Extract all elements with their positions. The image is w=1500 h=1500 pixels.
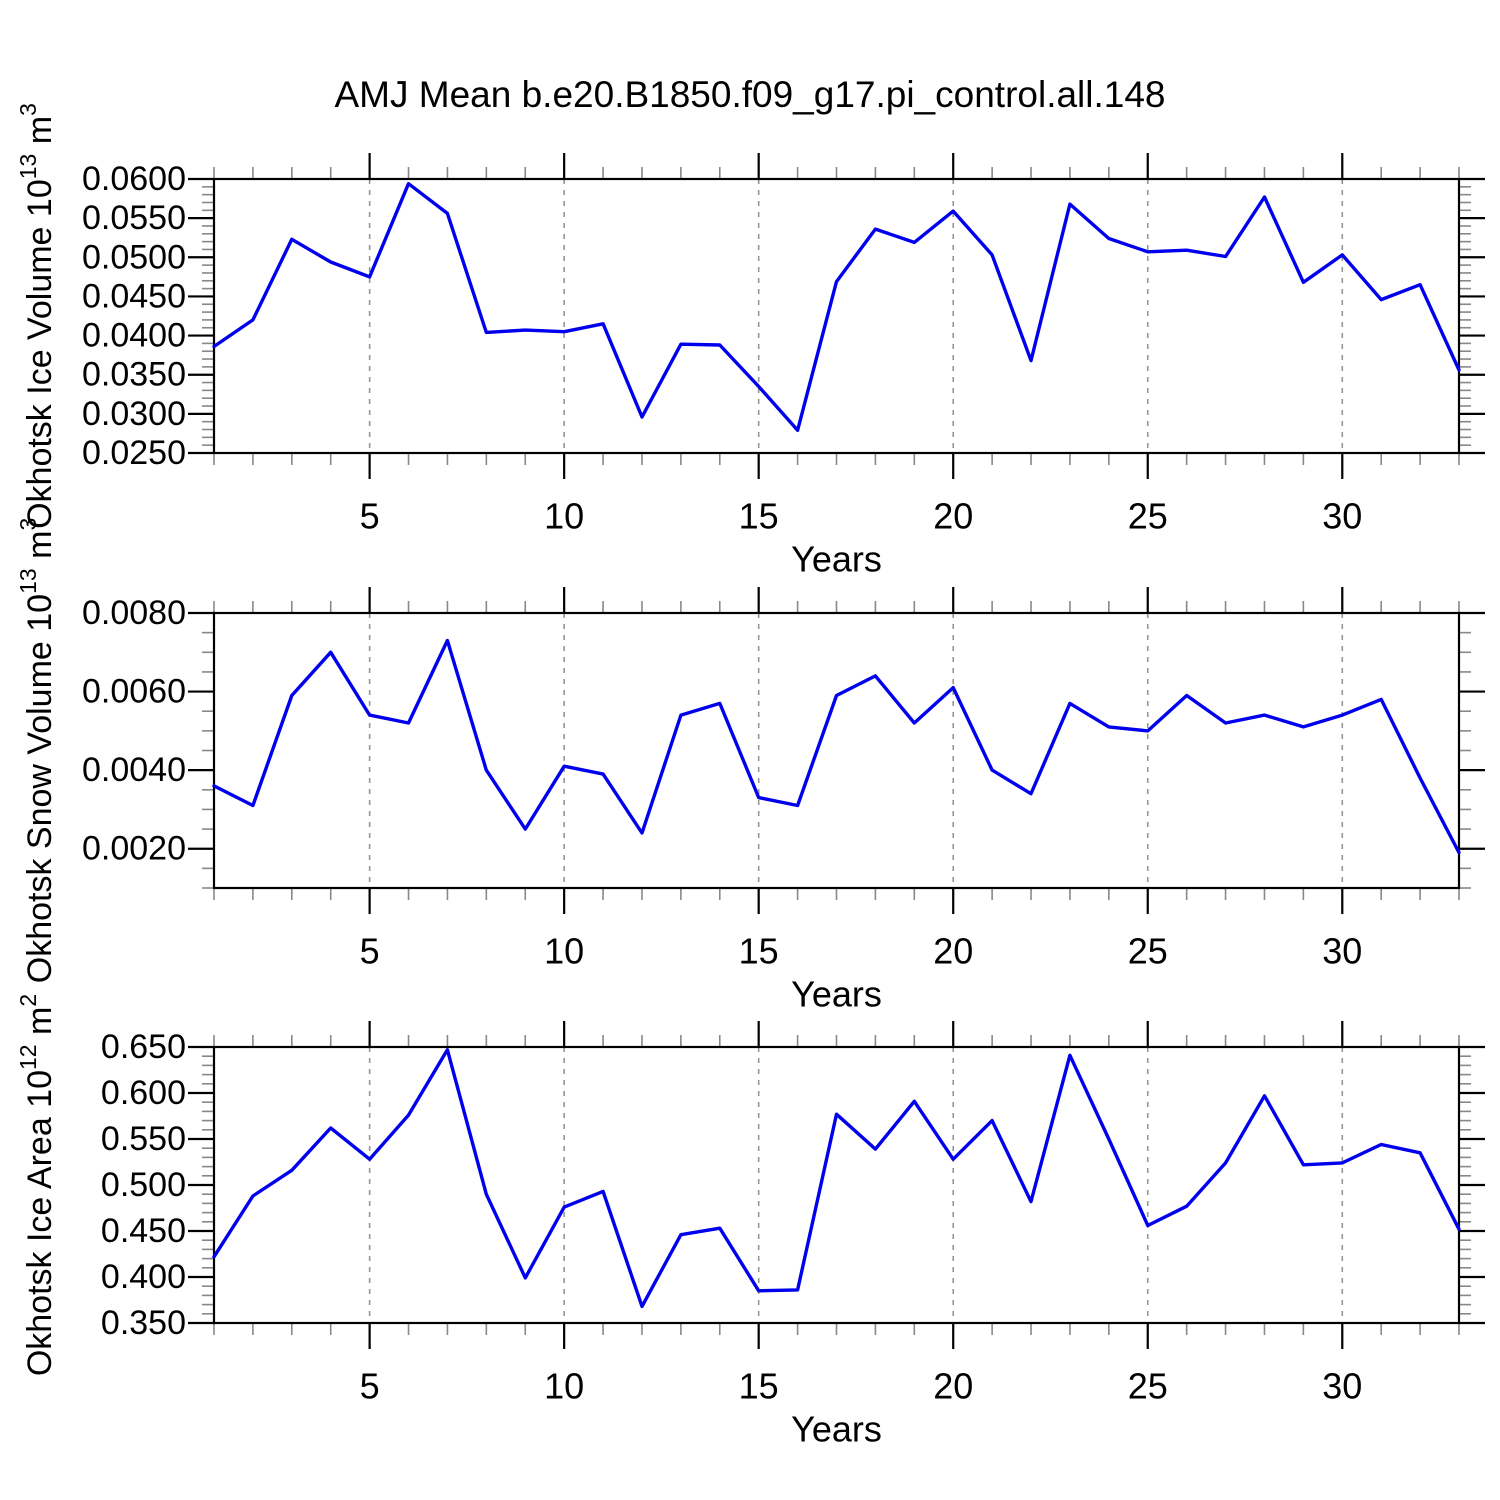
x-tick-label: 25 [1128, 1366, 1168, 1407]
y-axis-title-sup: 13 [15, 568, 41, 594]
x-axis-title: Years [791, 539, 882, 580]
x-axis-title: Years [791, 1409, 882, 1450]
chart-title: AMJ Mean b.e20.B1850.f09_g17.pi_control.… [334, 74, 1166, 115]
x-tick-label: 30 [1322, 496, 1362, 537]
x-tick-label: 5 [360, 1366, 380, 1407]
x-tick-label: 20 [933, 1366, 973, 1407]
y-tick-label: 0.0350 [82, 356, 186, 394]
y-axis-title-part: Okhotsk Snow Volume 10 [21, 594, 59, 983]
y-tick-label: 0.0600 [82, 160, 186, 198]
x-tick-label: 15 [739, 1366, 779, 1407]
x-tick-label: 15 [739, 931, 779, 972]
y-axis-title: Okhotsk Ice Volume 1013 m3 [15, 103, 59, 529]
y-tick-label: 0.550 [101, 1120, 186, 1158]
y-tick-label: 0.0500 [82, 238, 186, 276]
y-axis-title-part: Okhotsk Ice Area 10 [21, 1070, 59, 1376]
y-tick-label: 0.0250 [82, 434, 186, 472]
plot-frame [212, 1045, 1461, 1325]
y-tick-label: 0.0300 [82, 395, 186, 433]
plot-frame [212, 611, 1461, 890]
y-tick-label: 0.0400 [82, 317, 186, 355]
y-axis-title-part: m [21, 1007, 59, 1045]
y-axis-title-part: m [21, 116, 59, 154]
y-tick-label: 0.500 [101, 1166, 186, 1204]
x-tick-label: 30 [1322, 931, 1362, 972]
y-tick-label: 0.400 [101, 1258, 186, 1296]
x-tick-label: 15 [739, 496, 779, 537]
x-tick-label: 30 [1322, 1366, 1362, 1407]
x-tick-label: 10 [544, 1366, 584, 1407]
y-tick-label: 0.0450 [82, 277, 186, 315]
y-tick-label: 0.450 [101, 1212, 186, 1250]
x-tick-label: 20 [933, 496, 973, 537]
x-axis-title: Years [791, 974, 882, 1015]
y-axis-title: Okhotsk Ice Area 1012 m2 [15, 994, 59, 1376]
x-tick-label: 25 [1128, 496, 1168, 537]
y-tick-label: 0.650 [101, 1028, 186, 1066]
y-axis-title: Okhotsk Snow Volume 1013 m3 [15, 518, 59, 984]
x-tick-label: 5 [360, 931, 380, 972]
series-line-snow-volume [212, 638, 1461, 855]
y-axis-title-sup: 13 [15, 154, 41, 180]
y-axis-title-sup: 12 [15, 1044, 41, 1070]
panel-snow-volume: 5 10 15 20 25 30 0.0020 0.0040 0.0060 0.0080 Years… [15, 518, 1485, 1015]
y-axis-title-sup: 3 [15, 103, 41, 116]
series-line-ice-volume [212, 181, 1461, 432]
x-tick-label: 25 [1128, 931, 1168, 972]
panel-ice-area: 5 10 15 20 25 30 0.350 0.400 0.450 0.500 0.550 0.60… [15, 994, 1485, 1450]
x-tick-label: 5 [360, 496, 380, 537]
plot-frame [212, 177, 1461, 455]
y-axis-title-part: m [21, 531, 59, 569]
y-tick-label: 0.0060 [82, 673, 186, 711]
y-tick-label: 0.350 [101, 1304, 186, 1342]
y-tick-label: 0.0040 [82, 751, 186, 789]
x-tick-label: 10 [544, 931, 584, 972]
series-line-ice-area [212, 1048, 1461, 1309]
x-tick-label: 10 [544, 496, 584, 537]
y-axis-title-part: Okhotsk Ice Volume 10 [21, 179, 59, 529]
x-tick-label: 20 [933, 931, 973, 972]
y-tick-label: 0.0550 [82, 199, 186, 237]
y-axis-title-sup: 2 [15, 994, 41, 1007]
y-tick-label: 0.600 [101, 1074, 186, 1112]
y-tick-label: 0.0020 [82, 830, 186, 868]
y-tick-label: 0.0080 [82, 594, 186, 632]
y-axis-title-sup: 3 [15, 518, 41, 531]
panel-ice-volume: 5 10 15 20 25 30 0.02500.03000.03500.04000.045… [15, 103, 1485, 580]
